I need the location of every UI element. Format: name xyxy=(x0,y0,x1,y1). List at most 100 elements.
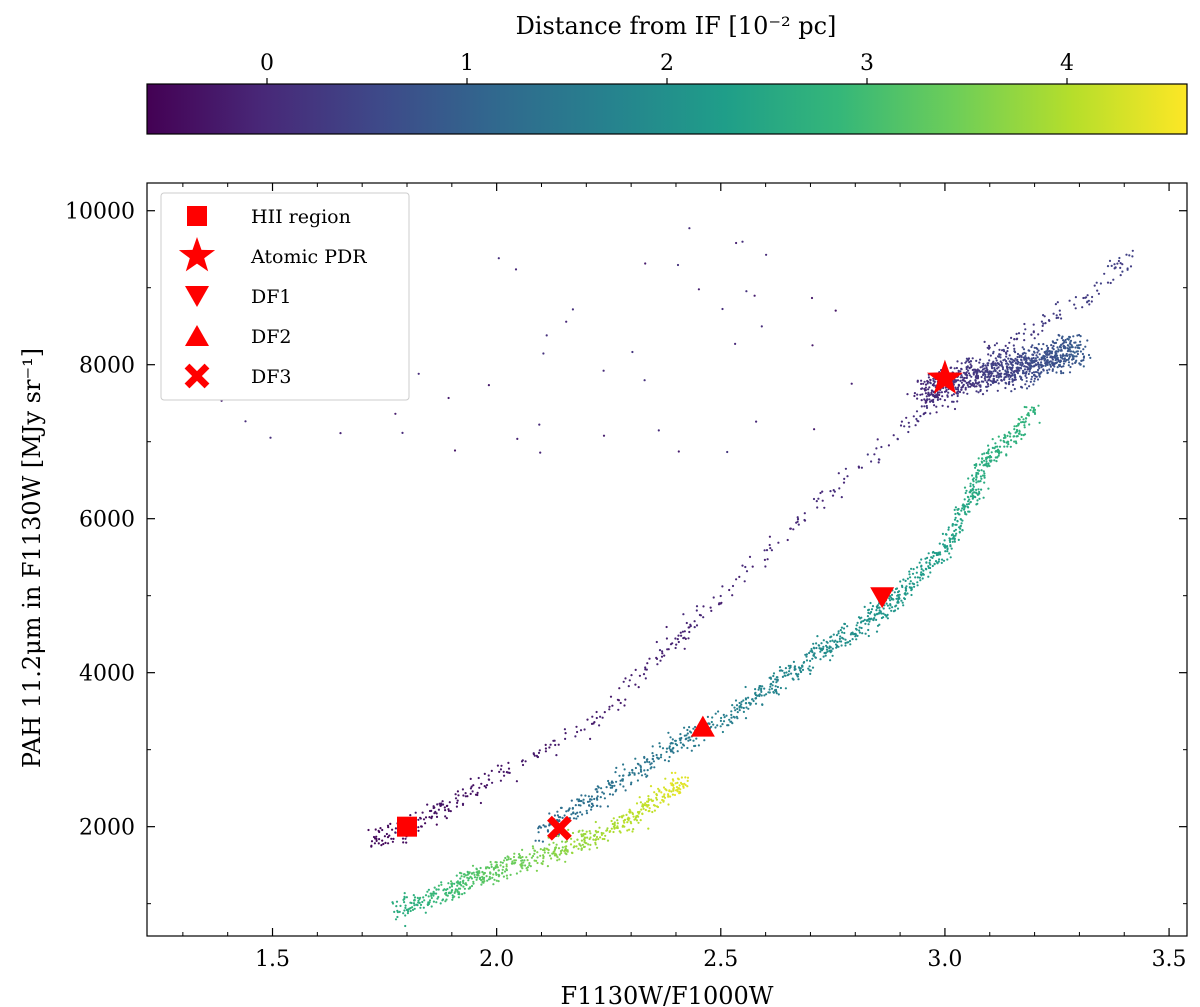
scatter-point xyxy=(926,382,929,385)
scatter-point xyxy=(1041,329,1044,332)
scatter-point xyxy=(965,513,968,516)
scatter-point xyxy=(959,370,962,373)
scatter-point xyxy=(702,605,705,608)
scatter-point xyxy=(458,871,462,875)
scatter-point xyxy=(548,812,551,815)
scatter-point xyxy=(433,886,436,889)
scatter-point xyxy=(576,730,579,734)
scatter-point xyxy=(538,749,541,752)
scatter-point xyxy=(958,531,961,534)
scatter-point xyxy=(1110,264,1113,267)
scatter-point xyxy=(1004,381,1007,384)
scatter-point xyxy=(923,380,926,383)
scatter-point xyxy=(661,795,664,798)
scatter-point xyxy=(554,743,557,747)
scatter-point xyxy=(779,686,783,690)
scatter-point xyxy=(997,435,1000,438)
scatter-point xyxy=(769,547,772,550)
scatter-point xyxy=(514,268,518,271)
scatter-point xyxy=(669,782,672,785)
scatter-point xyxy=(841,636,844,640)
scatter-point xyxy=(1062,360,1065,363)
scatter-point xyxy=(1013,428,1016,431)
scatter-point xyxy=(596,795,599,798)
scatter-point xyxy=(522,861,525,864)
scatter-point xyxy=(873,614,877,617)
scatter-point xyxy=(793,667,796,671)
scatter-point xyxy=(987,353,990,356)
scatter-point xyxy=(495,861,498,864)
scatter-point xyxy=(1009,366,1012,369)
scatter-point xyxy=(908,425,911,428)
scatter-point xyxy=(855,628,858,631)
scatter-point xyxy=(602,832,605,835)
scatter-point xyxy=(519,870,522,873)
scatter-point xyxy=(936,392,939,395)
scatter-point xyxy=(499,864,502,867)
scatter-point xyxy=(489,877,492,880)
scatter-point xyxy=(742,706,745,710)
scatter-point xyxy=(1021,362,1024,366)
scatter-point xyxy=(790,672,793,675)
scatter-point xyxy=(860,620,863,623)
scatter-point xyxy=(460,875,463,878)
scatter-point xyxy=(987,385,990,388)
scatter-point xyxy=(445,898,448,901)
scatter-point xyxy=(614,771,617,774)
scatter-point xyxy=(554,846,558,849)
scatter-point xyxy=(447,396,450,400)
scatter-point xyxy=(552,739,555,742)
scatter-point xyxy=(1064,347,1067,350)
scatter-point xyxy=(495,863,498,867)
scatter-point xyxy=(645,668,648,671)
scatter-point xyxy=(1048,368,1051,371)
scatter-point xyxy=(444,900,447,903)
scatter-point xyxy=(987,379,990,382)
scatter-point xyxy=(876,604,879,607)
scatter-point xyxy=(568,807,571,810)
scatter-point xyxy=(960,509,963,512)
scatter-point xyxy=(339,432,342,435)
scatter-point xyxy=(795,672,798,675)
scatter-point xyxy=(651,810,654,814)
scatter-point xyxy=(975,390,978,393)
scatter-point xyxy=(763,694,766,697)
scatter-point xyxy=(929,378,932,381)
scatter-point xyxy=(542,848,545,852)
scatter-point xyxy=(754,697,758,700)
scatter-point xyxy=(1024,372,1027,375)
scatter-point xyxy=(1020,415,1023,419)
scatter-point xyxy=(599,805,602,808)
scatter-point xyxy=(982,380,985,383)
scatter-point xyxy=(997,382,1000,385)
x-axis-ticks: 1.5 2.0 2.5 3.0 3.5 xyxy=(182,183,1187,972)
scatter-point xyxy=(695,609,698,612)
scatter-point xyxy=(743,580,746,583)
scatter-point xyxy=(668,790,671,793)
scatter-point xyxy=(906,393,909,396)
scatter-point xyxy=(456,889,459,892)
scatter-point xyxy=(938,558,941,561)
scatter-point xyxy=(896,607,900,610)
scatter-point xyxy=(772,674,775,678)
scatter-point xyxy=(946,547,949,550)
scatter-point xyxy=(451,898,454,901)
scatter-point xyxy=(637,821,640,824)
scatter-point xyxy=(965,381,968,385)
scatter-point xyxy=(556,810,559,813)
scatter-point xyxy=(948,552,951,555)
scatter-point xyxy=(631,771,634,774)
scatter-point xyxy=(542,352,545,355)
scatter-point xyxy=(722,720,726,723)
scatter-point xyxy=(772,690,775,694)
scatter-point xyxy=(470,877,474,880)
scatter-point xyxy=(1010,336,1013,339)
scatter-point xyxy=(658,742,661,745)
scatter-point xyxy=(844,644,847,647)
scatter-point xyxy=(875,630,879,633)
scatter-point xyxy=(394,827,397,830)
scatter-point xyxy=(932,554,935,558)
scatter-point xyxy=(646,769,649,772)
scatter-point xyxy=(433,892,436,895)
